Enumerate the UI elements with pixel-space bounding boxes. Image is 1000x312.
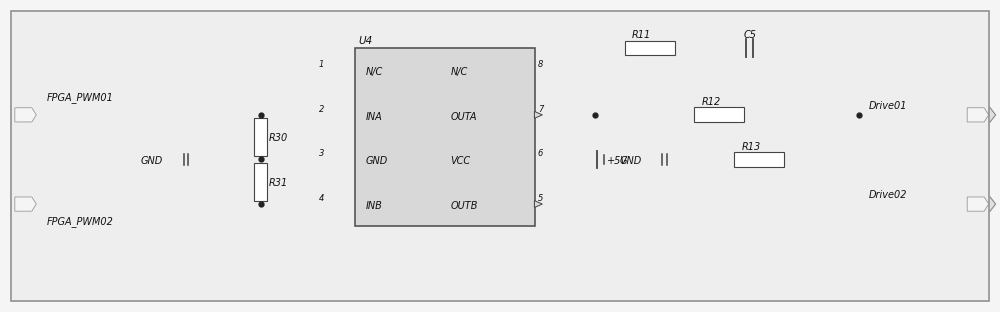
Bar (694, 107, 744, 122)
Bar (625, 41, 675, 56)
Polygon shape (964, 191, 996, 217)
Polygon shape (967, 197, 989, 211)
Text: Drive01: Drive01 (869, 101, 907, 111)
Bar (355, 48, 535, 227)
Text: OUTB: OUTB (451, 201, 478, 211)
Text: 1: 1 (319, 60, 324, 69)
Text: 8: 8 (538, 60, 543, 69)
Text: 3: 3 (319, 149, 324, 158)
Text: 5: 5 (538, 194, 543, 203)
Text: 7: 7 (538, 105, 543, 114)
Text: R12: R12 (701, 97, 721, 107)
Text: 2: 2 (319, 105, 324, 114)
Polygon shape (15, 197, 36, 211)
Text: FPGA_PWM02: FPGA_PWM02 (46, 216, 113, 227)
Text: 6: 6 (538, 149, 543, 158)
Text: R11: R11 (632, 30, 651, 40)
Text: R13: R13 (741, 142, 761, 152)
Text: INA: INA (365, 112, 382, 122)
Polygon shape (15, 108, 36, 122)
Bar (254, 118, 267, 156)
Text: R31: R31 (269, 178, 288, 188)
Text: GND: GND (365, 156, 388, 166)
Text: VCC: VCC (451, 156, 471, 166)
Text: OUTA: OUTA (451, 112, 477, 122)
Text: FPGA_PWM01: FPGA_PWM01 (46, 92, 113, 103)
Polygon shape (534, 201, 542, 207)
Text: 4: 4 (319, 194, 324, 203)
Polygon shape (534, 111, 542, 118)
Text: Drive02: Drive02 (869, 190, 907, 200)
Text: N/C: N/C (365, 67, 383, 77)
Text: +5V: +5V (607, 156, 628, 166)
Polygon shape (11, 191, 43, 217)
Text: INB: INB (365, 201, 382, 211)
Text: GND: GND (141, 156, 163, 166)
Text: GND: GND (620, 156, 642, 166)
Text: C5: C5 (743, 30, 756, 40)
Polygon shape (964, 102, 996, 128)
Text: U4: U4 (358, 36, 373, 46)
Bar (254, 163, 267, 201)
Bar (734, 152, 784, 167)
Text: R30: R30 (269, 133, 288, 143)
Polygon shape (967, 108, 989, 122)
Polygon shape (11, 102, 43, 128)
Text: N/C: N/C (451, 67, 468, 77)
